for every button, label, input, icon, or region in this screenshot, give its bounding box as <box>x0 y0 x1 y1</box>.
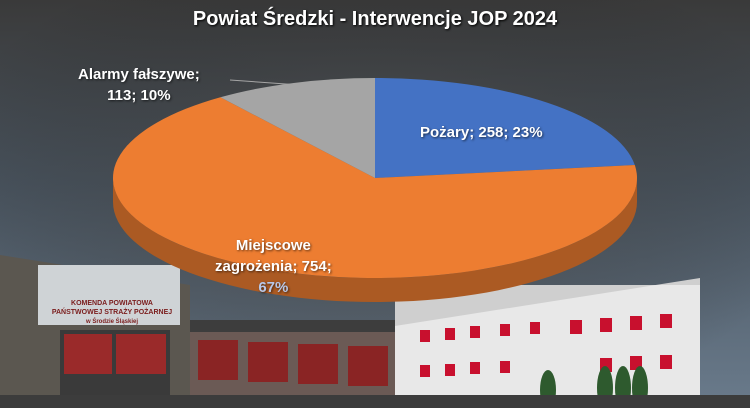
data-label-miejscowe-line2: zagrożenia; 754; <box>215 258 332 275</box>
data-label-alarmy-line2: 113; 10% <box>107 87 171 104</box>
data-label-pozary-text: Pożary; 258; 23% <box>420 124 543 141</box>
pie-slice-miejscowe-side <box>113 178 637 302</box>
data-label-miejscowe-line3: 67% <box>258 279 289 296</box>
sign-line-1: KOMENDA POWIATOWA <box>71 300 153 307</box>
data-label-pozary: Pożary; 258; 23% <box>420 122 543 143</box>
sign-line-2: PAŃSTWOWEJ STRAŻY POŻARNEJ <box>52 307 172 316</box>
data-label-alarmy-line1: Alarmy fałszywe; <box>78 66 200 83</box>
alarmy-leader-line <box>229 79 301 86</box>
pie-slice-pozary <box>375 78 635 178</box>
pie-top <box>113 78 637 278</box>
building-sign: KOMENDA POWIATOWA PAŃSTWOWEJ STRAŻY POŻA… <box>52 300 172 325</box>
data-label-miejscowe-line1: Miejscowe <box>235 237 311 254</box>
pie-slice-miejscowe <box>113 97 637 278</box>
data-label-alarmy: Alarmy fałszywe; 113; 10% <box>78 64 200 106</box>
pie-side <box>113 178 637 302</box>
data-label-miejscowe: Miejscowe zagrożenia; 754; 67% <box>215 235 332 298</box>
chart-title: Powiat Średzki - Interwencje JOP 2024 <box>192 8 558 30</box>
pie-slice-alarmy <box>220 78 375 178</box>
sign-line-3: w Środzie Śląskiej <box>85 318 138 325</box>
